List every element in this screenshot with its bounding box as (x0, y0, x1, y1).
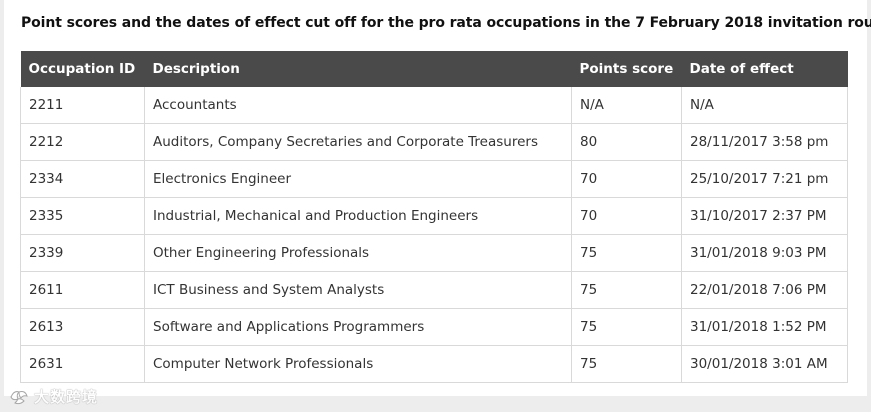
cell-description: Software and Applications Programmers (144, 308, 572, 346)
cell-occupation-id: 2335 (20, 197, 145, 235)
cell-description: Industrial, Mechanical and Production En… (144, 197, 572, 235)
cell-occupation-id: 2631 (20, 345, 145, 383)
page-title: Point scores and the dates of effect cut… (21, 15, 871, 31)
cell-date-of-effect: 22/01/2018 7:06 PM (681, 271, 848, 309)
table-row: 2335 Industrial, Mechanical and Producti… (20, 197, 848, 235)
cell-points-score: 70 (571, 160, 682, 198)
table-row: 2339 Other Engineering Professionals 75 … (20, 234, 848, 272)
cell-date-of-effect: 31/01/2018 9:03 PM (681, 234, 848, 272)
cell-points-score: N/A (571, 87, 682, 124)
cell-description: Accountants (144, 87, 572, 124)
page-title-text: Point scores and the dates of effect cut… (21, 15, 871, 31)
cell-description: ICT Business and System Analysts (144, 271, 572, 309)
cell-description: Electronics Engineer (144, 160, 572, 198)
cell-points-score: 75 (571, 234, 682, 272)
table-row: 2334 Electronics Engineer 70 25/10/2017 … (20, 160, 848, 198)
header-occupation-id: Occupation ID (20, 51, 145, 87)
cell-points-score: 80 (571, 123, 682, 161)
cell-points-score: 75 (571, 345, 682, 383)
cell-occupation-id: 2613 (20, 308, 145, 346)
cell-occupation-id: 2334 (20, 160, 145, 198)
cell-description: Computer Network Professionals (144, 345, 572, 383)
table-row: 2613 Software and Applications Programme… (20, 308, 848, 346)
table-row: 2212 Auditors, Company Secretaries and C… (20, 123, 848, 161)
table-row: 2611 ICT Business and System Analysts 75… (20, 271, 848, 309)
watermark-text: 大数跨境 (34, 388, 99, 406)
cell-date-of-effect: 25/10/2017 7:21 pm (681, 160, 848, 198)
cell-occupation-id: 2211 (20, 87, 145, 124)
header-date-of-effect: Date of effect (681, 51, 848, 87)
cell-points-score: 75 (571, 271, 682, 309)
cell-points-score: 75 (571, 308, 682, 346)
header-points-score: Points score (571, 51, 682, 87)
watermark-logo-icon (10, 390, 28, 404)
cell-description: Auditors, Company Secretaries and Corpor… (144, 123, 572, 161)
cell-occupation-id: 2611 (20, 271, 145, 309)
cell-date-of-effect: 31/01/2018 1:52 PM (681, 308, 848, 346)
cell-occupation-id: 2212 (20, 123, 145, 161)
table-row: 2211 Accountants N/A N/A (20, 87, 848, 124)
cell-date-of-effect: 31/10/2017 2:37 PM (681, 197, 848, 235)
cell-points-score: 70 (571, 197, 682, 235)
watermark: 大数跨境 (8, 386, 98, 407)
cell-date-of-effect: 30/01/2018 3:01 AM (681, 345, 848, 383)
header-description: Description (144, 51, 572, 87)
table-row: 2631 Computer Network Professionals 75 3… (20, 345, 848, 383)
table-header-row: Occupation ID Description Points score D… (20, 51, 848, 87)
cell-date-of-effect: N/A (681, 87, 848, 124)
cell-description: Other Engineering Professionals (144, 234, 572, 272)
cell-occupation-id: 2339 (20, 234, 145, 272)
cell-date-of-effect: 28/11/2017 3:58 pm (681, 123, 848, 161)
occupations-table: Occupation ID Description Points score D… (20, 51, 848, 383)
